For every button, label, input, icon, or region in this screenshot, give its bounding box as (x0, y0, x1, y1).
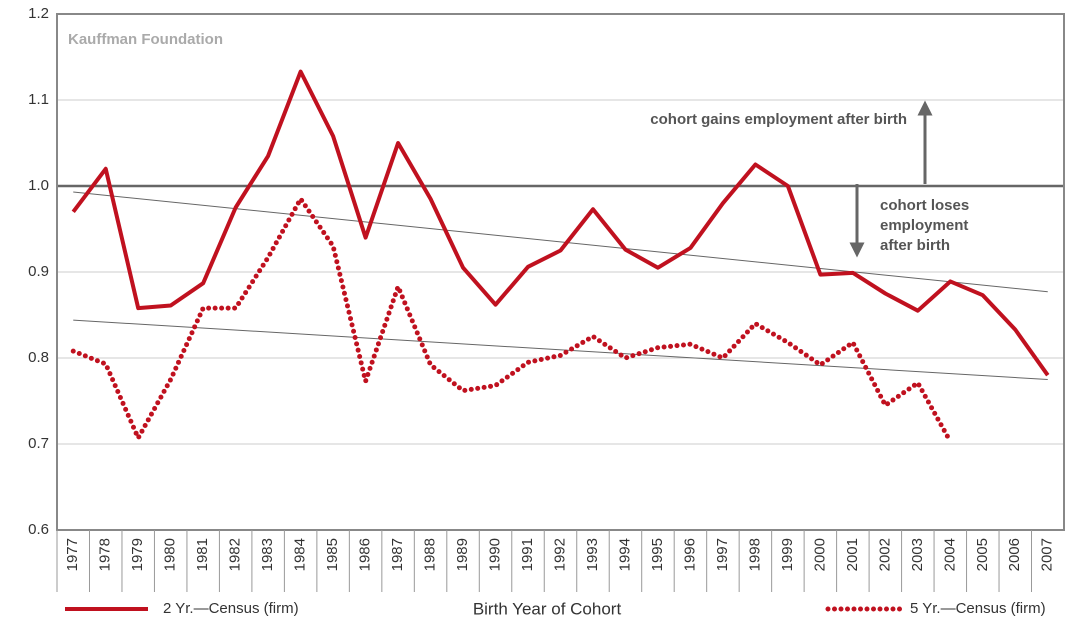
series-line (71, 69, 1050, 377)
annotation: cohort loses (880, 197, 969, 214)
legend-label: 2 Yr.—Census (firm) (163, 600, 299, 617)
x-tick-label: 1988 (422, 538, 439, 571)
y-tick-label: 0.8 (28, 349, 49, 366)
x-tick-label: 1999 (779, 538, 796, 571)
x-tick-label: 1998 (746, 538, 763, 571)
x-tick-label: 2002 (876, 538, 893, 571)
x-tick-label: 1984 (292, 538, 309, 571)
y-tick-label: 1.2 (28, 5, 49, 22)
x-tick-label: 1989 (454, 538, 471, 571)
x-tick-label: 1991 (519, 538, 536, 571)
y-tick-label: 0.7 (28, 435, 49, 452)
annotation: employment (880, 217, 968, 234)
x-tick-label: 1979 (129, 538, 146, 571)
series-line (70, 194, 953, 444)
x-axis-title: Birth Year of Cohort (473, 599, 622, 618)
x-tick-label: 1996 (681, 538, 698, 571)
x-tick-label: 1995 (649, 538, 666, 571)
x-tick-label: 1982 (227, 538, 244, 571)
x-tick-label: 2004 (941, 538, 958, 571)
x-tick-label: 2005 (974, 538, 991, 571)
x-tick-label: 1981 (194, 538, 211, 571)
source-note: Kauffman Foundation (68, 31, 223, 48)
x-tick-label: 2006 (1006, 538, 1023, 571)
x-tick-label: 1993 (584, 538, 601, 571)
x-tick-label: 2000 (811, 538, 828, 571)
x-tick-label: 1977 (64, 538, 81, 571)
annotation: after birth (880, 237, 950, 254)
x-tick-label: 1997 (714, 538, 731, 571)
x-tick-label: 1980 (162, 538, 179, 571)
x-tick-label: 2003 (909, 538, 926, 571)
x-tick-label: 1978 (97, 538, 114, 571)
x-tick-label: 2001 (844, 538, 861, 571)
trendline (73, 319, 1048, 380)
x-tick-label: 1985 (324, 538, 341, 571)
x-tick-label: 1983 (259, 538, 276, 571)
x-tick-label: 1994 (616, 538, 633, 571)
y-tick-label: 1.0 (28, 177, 49, 194)
x-tick-label: 1992 (551, 538, 568, 571)
x-tick-label: 2007 (1039, 538, 1056, 571)
y-tick-label: 0.9 (28, 263, 49, 280)
y-tick-label: 1.1 (28, 91, 49, 108)
plot-border (56, 13, 1065, 531)
legend-label: 5 Yr.—Census (firm) (910, 600, 1046, 617)
x-tick-label: 1990 (487, 538, 504, 571)
y-tick-label: 0.6 (28, 521, 49, 538)
x-tick-label: 1986 (357, 538, 374, 571)
x-tick-label: 1987 (389, 538, 406, 571)
annotation: cohort gains employment after birth (650, 111, 907, 128)
